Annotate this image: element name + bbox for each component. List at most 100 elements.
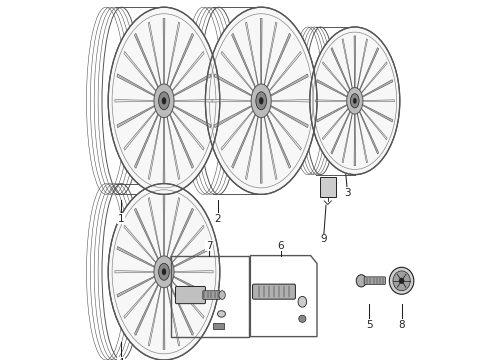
Ellipse shape [162,269,166,275]
Polygon shape [232,111,257,168]
Polygon shape [358,108,379,154]
Ellipse shape [162,98,166,104]
Polygon shape [171,74,211,98]
Ellipse shape [393,271,410,291]
Ellipse shape [390,267,414,294]
Polygon shape [163,113,165,183]
Polygon shape [124,225,158,265]
Polygon shape [356,39,368,92]
Ellipse shape [298,296,307,307]
Polygon shape [134,33,160,91]
Polygon shape [342,110,353,163]
Ellipse shape [356,275,367,287]
Polygon shape [172,271,213,273]
Polygon shape [166,283,180,346]
Ellipse shape [205,7,317,194]
Text: 2: 2 [215,213,221,224]
Polygon shape [361,100,394,102]
Polygon shape [134,281,160,336]
Polygon shape [315,100,349,102]
Polygon shape [360,106,387,140]
Polygon shape [360,80,392,98]
Polygon shape [265,111,291,168]
Polygon shape [263,22,277,89]
Ellipse shape [310,27,400,175]
Text: 3: 3 [344,188,351,198]
Polygon shape [172,100,213,102]
Ellipse shape [353,98,356,103]
Polygon shape [148,22,162,89]
Ellipse shape [251,84,271,118]
Polygon shape [322,62,350,95]
Ellipse shape [399,278,404,284]
Polygon shape [331,108,351,154]
Polygon shape [168,281,194,336]
Polygon shape [356,110,368,163]
FancyBboxPatch shape [213,323,224,329]
Polygon shape [360,103,392,122]
Ellipse shape [219,291,225,300]
Polygon shape [268,104,308,128]
Polygon shape [148,198,162,261]
Polygon shape [148,283,162,346]
Polygon shape [245,112,259,180]
Polygon shape [269,100,310,102]
Polygon shape [168,208,194,263]
Polygon shape [166,22,180,89]
Ellipse shape [218,311,225,317]
Polygon shape [124,108,158,150]
Text: 4: 4 [118,358,124,360]
Polygon shape [322,106,350,140]
Polygon shape [214,74,254,98]
Ellipse shape [154,84,174,118]
Polygon shape [117,74,157,98]
Ellipse shape [256,92,267,110]
Polygon shape [317,103,349,122]
Polygon shape [267,51,301,94]
FancyBboxPatch shape [203,291,220,300]
Polygon shape [232,33,257,91]
Polygon shape [260,18,262,89]
Ellipse shape [154,256,174,288]
Ellipse shape [108,7,220,194]
Text: 1: 1 [118,213,124,224]
Polygon shape [166,198,180,261]
FancyBboxPatch shape [252,284,295,299]
Polygon shape [221,51,255,94]
Bar [171,256,248,337]
Polygon shape [148,112,162,180]
Polygon shape [134,208,160,263]
Polygon shape [265,33,291,91]
Polygon shape [267,108,301,150]
Polygon shape [260,113,262,183]
Polygon shape [168,33,194,91]
Text: 9: 9 [320,234,327,244]
Text: 5: 5 [366,320,372,330]
FancyBboxPatch shape [175,287,205,303]
Polygon shape [168,111,194,168]
Ellipse shape [159,263,170,280]
FancyBboxPatch shape [364,277,386,284]
Polygon shape [171,247,211,269]
Polygon shape [170,278,204,318]
Polygon shape [342,39,353,92]
Text: 8: 8 [398,320,405,330]
Polygon shape [166,112,180,180]
Text: 6: 6 [278,241,284,251]
Polygon shape [171,275,211,297]
Polygon shape [170,108,204,150]
Text: 7: 7 [206,241,212,251]
Polygon shape [331,48,351,93]
Polygon shape [163,18,165,89]
Polygon shape [360,62,387,95]
Polygon shape [117,247,157,269]
Ellipse shape [159,92,170,110]
Polygon shape [212,100,254,102]
Polygon shape [171,104,211,128]
Polygon shape [117,104,157,128]
Polygon shape [268,74,308,98]
Polygon shape [214,104,254,128]
Polygon shape [354,111,355,166]
Polygon shape [115,271,157,273]
Polygon shape [117,275,157,297]
